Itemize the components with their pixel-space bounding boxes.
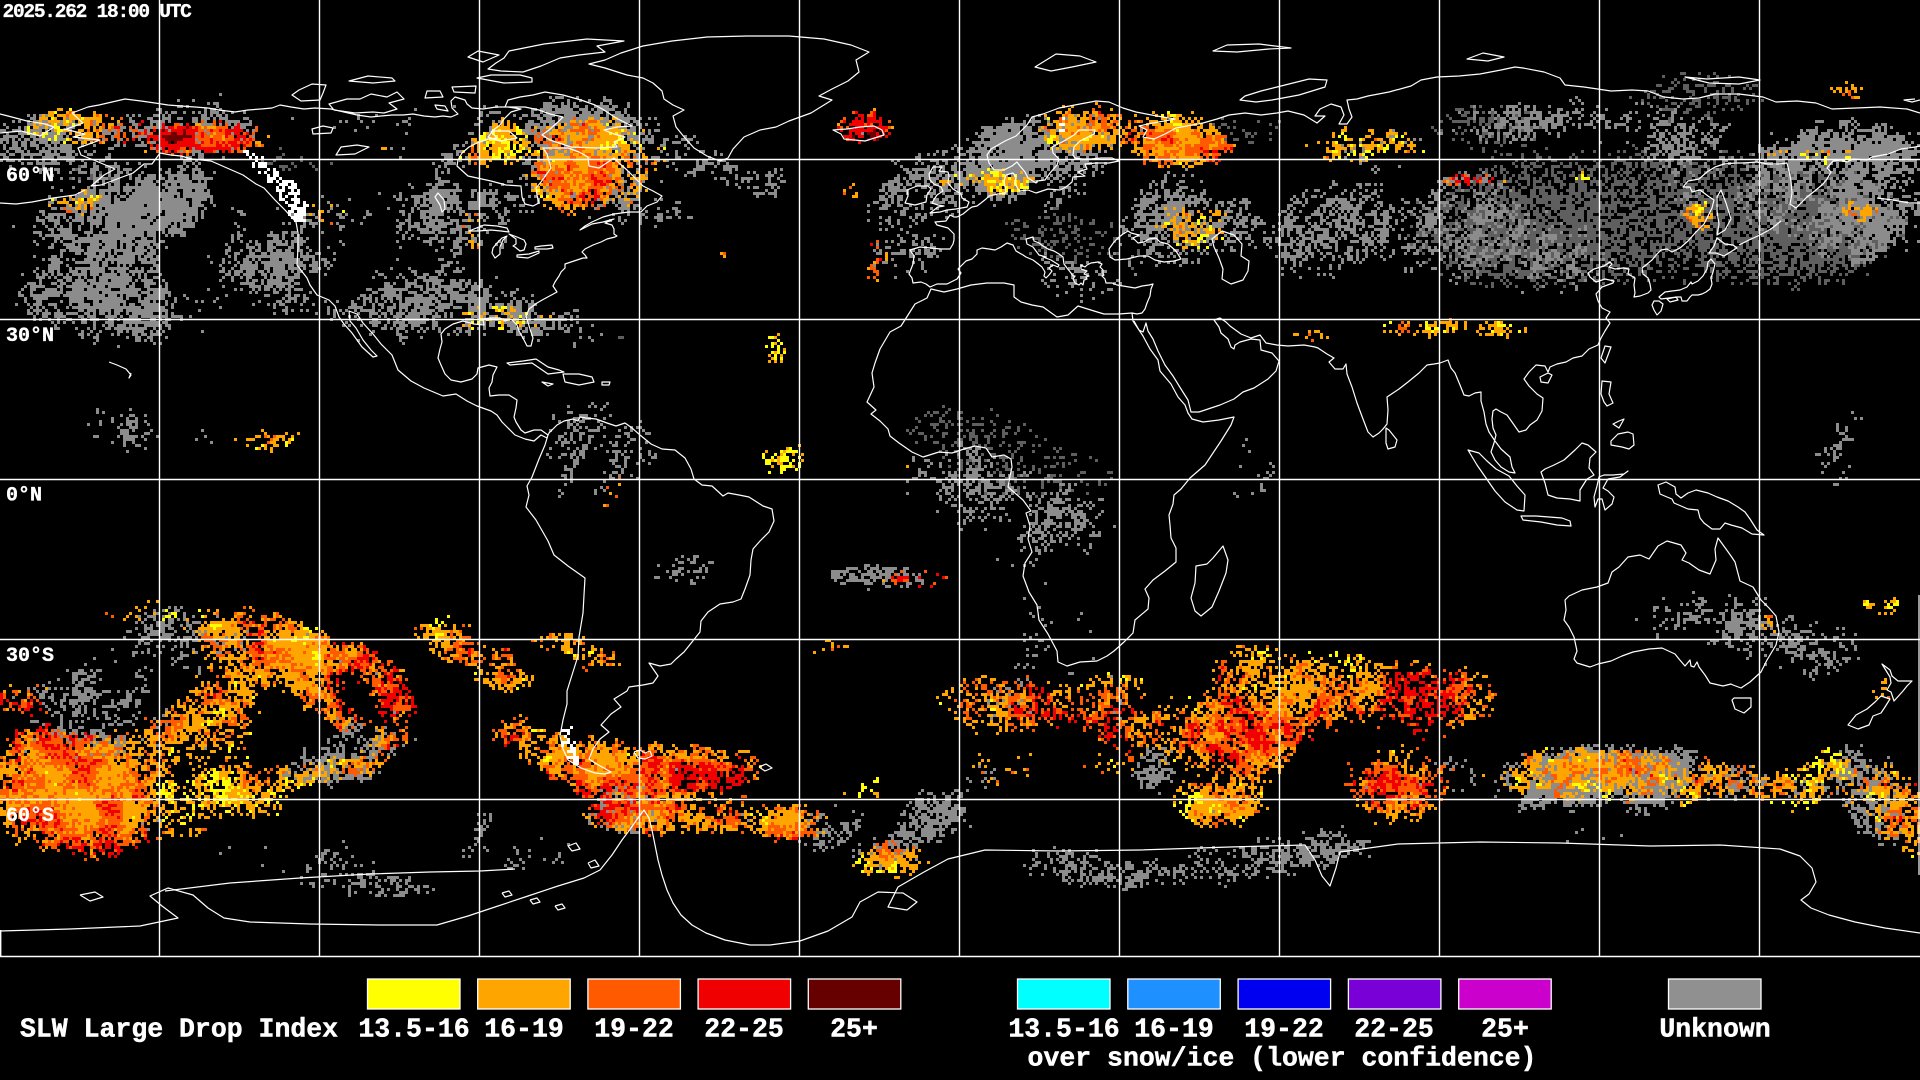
svg-text:19-22: 19-22 — [594, 1015, 674, 1045]
svg-text:22-25: 22-25 — [704, 1015, 784, 1045]
svg-text:0°N: 0°N — [6, 485, 42, 508]
svg-text:60°S: 60°S — [6, 805, 54, 828]
svg-text:19-22: 19-22 — [1244, 1015, 1324, 1045]
svg-text:2025.262 18:00 UTC: 2025.262 18:00 UTC — [3, 1, 193, 23]
svg-text:13.5-16: 13.5-16 — [358, 1015, 469, 1045]
svg-text:SLW Large Drop Index: SLW Large Drop Index — [20, 1015, 338, 1045]
svg-text:16-19: 16-19 — [1134, 1015, 1214, 1045]
svg-text:over snow/ice (lower confidenc: over snow/ice (lower confidence) — [1028, 1044, 1537, 1074]
svg-text:30°N: 30°N — [6, 325, 54, 348]
svg-text:25+: 25+ — [830, 1015, 878, 1045]
svg-text:16-19: 16-19 — [484, 1015, 564, 1045]
svg-text:22-25: 22-25 — [1354, 1015, 1434, 1045]
svg-text:13.5-16: 13.5-16 — [1008, 1015, 1119, 1045]
svg-text:60°N: 60°N — [6, 165, 54, 188]
svg-text:30°S: 30°S — [6, 645, 54, 668]
svg-text:Unknown: Unknown — [1659, 1015, 1770, 1045]
svg-text:25+: 25+ — [1481, 1015, 1529, 1045]
